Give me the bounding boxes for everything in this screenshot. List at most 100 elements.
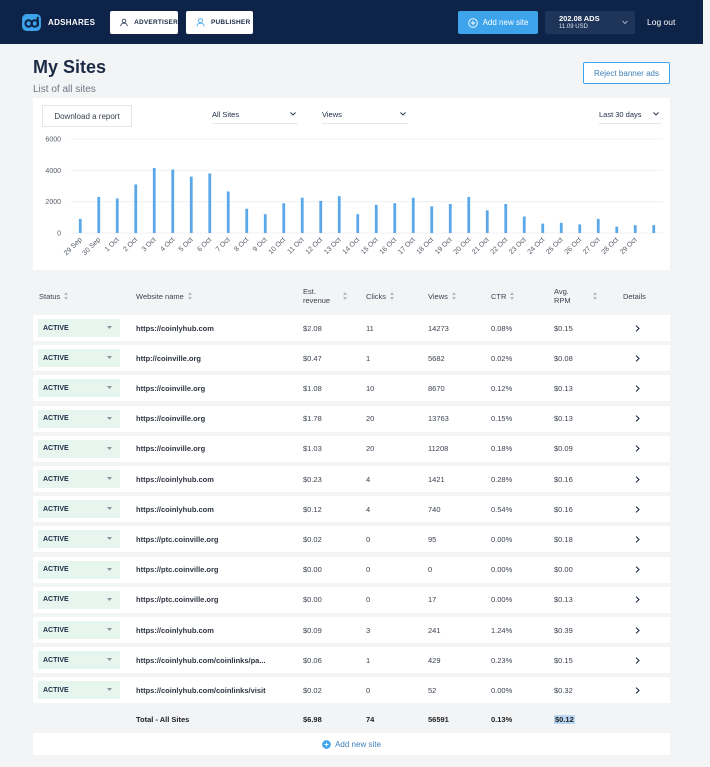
x-tick-label: 29 Sep [63, 236, 84, 257]
rpm-column-header[interactable]: Avg. RPM [554, 281, 584, 311]
details-button[interactable] [635, 677, 640, 703]
views-cell: 429 [428, 655, 441, 665]
chart-bar[interactable] [78, 218, 82, 233]
details-button[interactable] [635, 315, 640, 341]
metric-select[interactable]: Views [322, 105, 408, 124]
status-dropdown[interactable]: ACTIVE [38, 590, 120, 609]
chart-bar[interactable] [596, 218, 600, 233]
details-button[interactable] [635, 436, 640, 462]
chart-bar[interactable] [448, 204, 452, 233]
x-tick-label: 4 Oct [159, 236, 176, 253]
chart-bar[interactable] [559, 222, 563, 233]
brand-logo[interactable]: ADSHARES [22, 12, 95, 32]
logout-link[interactable]: Log out [647, 17, 676, 27]
chart-bar[interactable] [485, 210, 489, 233]
chart-bar[interactable] [208, 173, 212, 233]
revenue-column-header[interactable]: Est. revenue [303, 281, 345, 311]
details-button[interactable] [635, 526, 640, 552]
ctr-column-header[interactable]: CTR [491, 281, 515, 311]
table-row[interactable]: ACTIVE https://coinlyhub.com/coinlinks/vi… [33, 677, 670, 704]
chart-bar[interactable] [97, 196, 101, 233]
reject-banner-ads-button[interactable]: Reject banner ads [583, 62, 670, 84]
details-button[interactable] [635, 345, 640, 371]
publisher-button[interactable]: PUBLISHER [186, 11, 253, 34]
table-row[interactable]: ACTIVE https://coinlyhub.com/coinlinks/pa… [33, 647, 670, 674]
website-column-header[interactable]: Website name [136, 281, 193, 311]
status-dropdown[interactable]: ACTIVE [38, 349, 120, 368]
chart-bar[interactable] [152, 167, 156, 233]
chart-bar[interactable] [356, 214, 360, 233]
details-button[interactable] [635, 557, 640, 583]
total-revenue: $6.98 [303, 715, 322, 725]
details-button[interactable] [635, 406, 640, 432]
status-column-header[interactable]: Status [39, 281, 69, 311]
ctr-cell: 0.15% [491, 414, 513, 424]
details-button[interactable] [635, 375, 640, 401]
status-dropdown[interactable]: ACTIVE [38, 409, 120, 428]
add-new-site-button[interactable]: Add new site [458, 11, 538, 34]
status-dropdown[interactable]: ACTIVE [38, 621, 120, 639]
add-new-site-bottom-button[interactable]: Add new site [33, 733, 670, 755]
chart-bar[interactable] [134, 184, 138, 233]
chart-bar[interactable] [171, 169, 175, 233]
chart-bar[interactable] [374, 204, 378, 233]
details-button[interactable] [635, 587, 640, 613]
status-dropdown[interactable]: ACTIVE [38, 681, 120, 700]
status-dropdown[interactable]: ACTIVE [38, 500, 120, 519]
chart-bar[interactable] [189, 176, 193, 233]
chart-bar[interactable] [522, 216, 526, 233]
rpm-sort[interactable] [589, 281, 598, 311]
chart-bar[interactable] [263, 214, 267, 233]
table-row[interactable]: ACTIVE https://coinville.org $1.08 10 8670 0.… [33, 375, 670, 402]
chart-bar[interactable] [578, 224, 582, 233]
chart-bar[interactable] [467, 196, 471, 233]
clicks-column-header[interactable]: Clicks [366, 281, 395, 311]
download-report-button[interactable]: Download a report [42, 105, 132, 127]
details-button[interactable] [635, 496, 640, 522]
chart-bar[interactable] [633, 225, 637, 233]
table-row[interactable]: ACTIVE https://coinlyhub.com $2.08 11 14273 0… [33, 315, 670, 341]
advertiser-button[interactable]: ADVERTISER [110, 11, 178, 34]
table-row[interactable]: ACTIVE https://ptc.coinville.org $0.02 0 95 0… [33, 526, 670, 553]
details-button[interactable] [635, 466, 640, 492]
status-dropdown[interactable]: ACTIVE [38, 560, 120, 579]
table-row[interactable]: ACTIVE https://coinville.org $1.78 20 13763 0… [33, 405, 670, 432]
chart-bar[interactable] [300, 197, 304, 233]
chart-bar[interactable] [652, 225, 656, 233]
views-cell: 0 [428, 565, 433, 575]
sites-select[interactable]: All Sites [212, 105, 298, 124]
chart-bar[interactable] [319, 200, 323, 233]
views-column-header[interactable]: Views [428, 281, 457, 311]
details-button[interactable] [635, 647, 640, 673]
chart-bar[interactable] [282, 203, 286, 233]
table-row[interactable]: ACTIVE https://coinlyhub.com $0.23 4 1421 0.2… [33, 466, 670, 492]
chart-bar[interactable] [115, 198, 119, 233]
chart-bar[interactable] [226, 191, 230, 233]
chart-bar[interactable] [393, 203, 397, 233]
x-tick-label: 6 Oct [196, 236, 213, 253]
status-dropdown[interactable]: ACTIVE [38, 319, 120, 337]
chart-bar[interactable] [245, 208, 249, 233]
status-dropdown[interactable]: ACTIVE [38, 530, 120, 549]
revenue-sort[interactable] [339, 281, 348, 311]
caret-down-icon [107, 658, 112, 662]
wallet-dropdown[interactable]: 202.08 ADS 11.09 USD [545, 11, 635, 118]
status-dropdown[interactable]: ACTIVE [38, 439, 120, 458]
status-dropdown[interactable]: ACTIVE [38, 651, 120, 670]
chart-bar[interactable] [337, 196, 341, 233]
date-range-select[interactable]: Last 30 days [599, 105, 661, 124]
details-button[interactable] [635, 617, 640, 643]
table-row[interactable]: ACTIVE https://coinlyhub.com $0.09 3 241 1.24… [33, 617, 670, 643]
chart-bar[interactable] [430, 206, 434, 233]
table-row[interactable]: ACTIVE https://coinville.org $1.03 20 11208 0… [33, 435, 670, 462]
chart-bar[interactable] [615, 226, 619, 233]
table-row[interactable]: ACTIVE http://coinville.org $0.47 1 5682 0.02… [33, 345, 670, 372]
table-row[interactable]: ACTIVE https://coinlyhub.com $0.12 4 740 0.54… [33, 496, 670, 523]
status-dropdown[interactable]: ACTIVE [38, 379, 120, 398]
table-row[interactable]: ACTIVE https://ptc.coinville.org $0.00 0 0 0.… [33, 556, 670, 583]
status-dropdown[interactable]: ACTIVE [38, 470, 120, 488]
chart-bar[interactable] [504, 204, 508, 233]
table-row[interactable]: ACTIVE https://ptc.coinville.org $0.00 0 17 0… [33, 586, 670, 613]
chart-bar[interactable] [411, 197, 415, 233]
chart-bar[interactable] [541, 223, 545, 233]
